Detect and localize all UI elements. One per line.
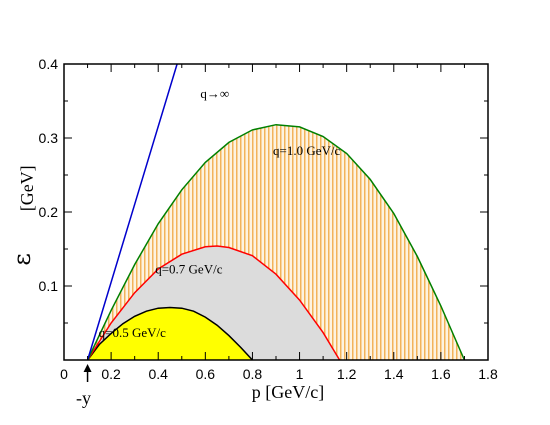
curve-label-q-1-0-gev-c: q=1.0 GeV/c <box>273 143 340 158</box>
x-tick-label: 1.4 <box>384 366 404 382</box>
fill-layer <box>87 124 465 360</box>
series-line-q-0-7-gev-c <box>86 245 341 361</box>
series-line-q-1-0-gev-c <box>86 123 466 361</box>
label-layer: q=0.5 GeV/c q=0.7 GeV/c q=1.0 GeV/c q→∞ <box>99 86 341 340</box>
y-tick-label: 0.1 <box>39 278 59 294</box>
x-axis-ticks: 0 0.2 0.4 0.6 0.8 1 1.2 1.4 1.6 1.8 <box>60 64 498 382</box>
y-axis-ticks: 0.1 0.2 0.3 0.4 <box>39 56 488 361</box>
y-tick-label: 0.4 <box>39 56 59 72</box>
x-tick-label: 0.8 <box>243 366 263 382</box>
minus-y-marker: -y <box>76 364 92 408</box>
y-tick-label: 0.2 <box>39 204 59 220</box>
x-tick-label: 1 <box>296 366 304 382</box>
curve-label-q-0-5-gev-c: q=0.5 GeV/c <box>99 325 166 340</box>
x-tick-label: 1.6 <box>431 366 451 382</box>
curve-label-q: q→∞ <box>200 86 229 101</box>
x-tick-label: 0.4 <box>148 366 168 382</box>
series-line-q-0-5-gev-c <box>87 306 253 361</box>
x-tick-label: 1.2 <box>337 366 357 382</box>
curve-layer <box>86 63 466 361</box>
x-tick-label: 0.2 <box>101 366 121 382</box>
x-axis-label: p [GeV/c] <box>252 382 324 402</box>
y-tick-label: 0.3 <box>39 130 59 146</box>
series-line-q <box>86 63 178 361</box>
curve-label-q-0-7-gev-c: q=0.7 GeV/c <box>155 261 222 276</box>
arrowhead-icon <box>83 364 92 372</box>
x-tick-label: 1.8 <box>478 366 498 382</box>
y-axis-unit: [GeV] <box>17 165 37 211</box>
y-axis-symbol: ε <box>8 253 36 265</box>
x-tick-label: 0.6 <box>196 366 216 382</box>
y-axis-label: ε [GeV] <box>8 165 37 265</box>
marker-label: -y <box>76 388 91 408</box>
x-tick-label: 0 <box>60 366 68 382</box>
